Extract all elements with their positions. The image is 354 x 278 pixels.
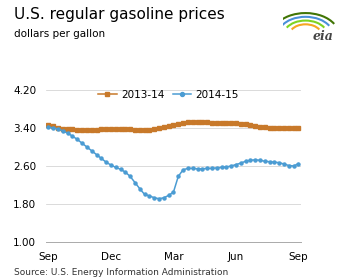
2014-15 <box>200 167 205 170</box>
2014-15 <box>244 160 248 163</box>
2013-14 <box>205 121 209 124</box>
Text: dollars per gallon: dollars per gallon <box>14 29 105 39</box>
2014-15 <box>272 160 276 164</box>
2013-14 <box>200 121 205 124</box>
2014-15 <box>210 167 214 170</box>
2013-14 <box>296 126 301 130</box>
Line: 2014-15: 2014-15 <box>47 126 300 200</box>
2014-15 <box>114 166 118 169</box>
Text: Source: U.S. Energy Information Administration: Source: U.S. Energy Information Administ… <box>14 268 228 277</box>
2013-14 <box>215 121 219 125</box>
Legend: 2013-14, 2014-15: 2013-14, 2014-15 <box>94 86 243 104</box>
2014-15 <box>157 197 161 200</box>
Text: eia: eia <box>312 30 333 43</box>
2014-15 <box>195 167 200 170</box>
2013-14 <box>119 127 123 131</box>
2014-15 <box>296 162 301 165</box>
2013-14 <box>46 123 51 126</box>
2013-14 <box>186 121 190 124</box>
2013-14 <box>80 129 84 132</box>
2013-14 <box>219 122 224 125</box>
Text: U.S. regular gasoline prices: U.S. regular gasoline prices <box>14 7 225 22</box>
2013-14 <box>248 123 252 126</box>
Line: 2013-14: 2013-14 <box>47 121 300 132</box>
2014-15 <box>46 125 51 129</box>
